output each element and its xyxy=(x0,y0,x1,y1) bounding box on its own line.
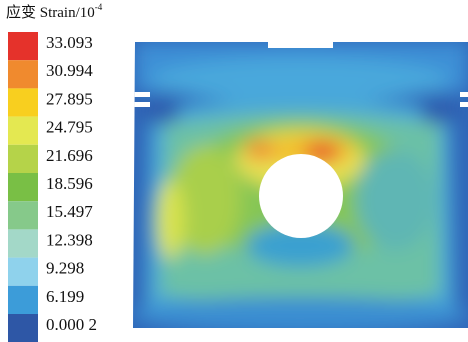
figure: 应变 Strain/10-4 33.093 30.994 27.895 24.795 2… xyxy=(0,0,468,342)
legend-swatch xyxy=(8,32,38,60)
legend-label: 6.199 xyxy=(46,287,84,306)
legend-label: 21.696 xyxy=(46,146,93,165)
legend-swatch xyxy=(8,201,38,229)
legend-title-text: 应变 Strain/10 xyxy=(6,3,95,21)
legend-label: 9.298 xyxy=(46,259,84,278)
legend-label: 15.497 xyxy=(46,202,93,221)
legend-swatch xyxy=(8,145,38,173)
legend-swatch xyxy=(8,88,38,116)
legend-label: 27.895 xyxy=(46,89,93,108)
legend-swatch xyxy=(8,173,38,201)
ring-groove xyxy=(460,92,468,97)
ring-groove xyxy=(133,92,150,97)
legend-label: 24.795 xyxy=(46,118,93,137)
legend-swatch xyxy=(8,258,38,286)
legend-label: 33.093 xyxy=(46,33,93,52)
legend: 33.093 30.994 27.895 24.795 21.696 18.596 15.4… xyxy=(8,32,97,342)
legend-swatch xyxy=(8,117,38,145)
legend-label: 18.596 xyxy=(46,174,93,193)
ring-groove xyxy=(133,102,150,107)
legend-title-exponent: -4 xyxy=(95,2,103,12)
legend-swatch xyxy=(8,314,38,342)
strain-contour xyxy=(130,40,468,333)
legend-swatch xyxy=(8,60,38,88)
legend-title: 应变 Strain/10-4 xyxy=(6,2,103,21)
legend-swatch xyxy=(8,286,38,314)
legend-swatch xyxy=(8,229,38,257)
legend-label: 0.000 2 xyxy=(46,315,97,334)
legend-label: 12.398 xyxy=(46,230,93,249)
legend-label: 30.994 xyxy=(46,61,93,80)
pin-hole xyxy=(259,154,343,238)
ring-groove xyxy=(460,102,468,107)
